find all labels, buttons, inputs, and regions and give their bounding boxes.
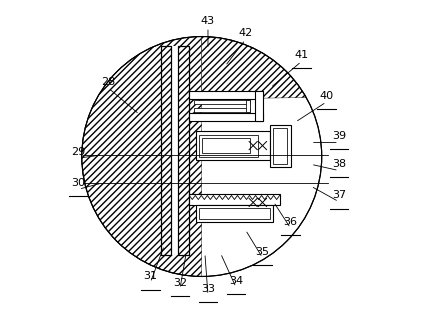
Bar xyxy=(195,131,270,160)
Text: 31: 31 xyxy=(143,271,157,281)
Bar xyxy=(255,91,262,121)
Bar xyxy=(170,46,178,255)
Text: 36: 36 xyxy=(284,217,297,227)
Text: 32: 32 xyxy=(173,278,187,288)
Bar xyxy=(178,46,189,255)
Polygon shape xyxy=(202,37,322,276)
Text: 30: 30 xyxy=(71,178,86,188)
Text: 37: 37 xyxy=(332,190,346,200)
Text: 33: 33 xyxy=(201,284,215,294)
Bar xyxy=(189,194,280,205)
Text: 41: 41 xyxy=(294,50,309,60)
Text: 29: 29 xyxy=(71,147,86,157)
Bar xyxy=(194,100,250,104)
Bar xyxy=(194,108,250,112)
Bar xyxy=(189,91,262,99)
Text: 39: 39 xyxy=(332,131,346,141)
Bar xyxy=(161,46,170,255)
Bar xyxy=(161,46,170,255)
Bar xyxy=(198,208,270,219)
Bar xyxy=(161,46,170,255)
Text: 35: 35 xyxy=(255,247,270,257)
Bar xyxy=(189,113,262,121)
Text: 40: 40 xyxy=(319,91,333,101)
Bar xyxy=(274,128,287,163)
Polygon shape xyxy=(202,37,306,99)
Bar xyxy=(246,100,250,112)
Text: 34: 34 xyxy=(229,276,243,286)
Bar xyxy=(270,125,290,167)
Bar xyxy=(195,205,274,222)
Text: 42: 42 xyxy=(238,28,253,38)
Polygon shape xyxy=(82,37,202,276)
Bar xyxy=(178,46,189,255)
Text: 38: 38 xyxy=(332,159,346,169)
Bar xyxy=(198,135,258,156)
Bar xyxy=(202,138,250,153)
Text: 28: 28 xyxy=(101,77,115,87)
Bar xyxy=(178,46,189,255)
Text: 43: 43 xyxy=(201,16,215,26)
